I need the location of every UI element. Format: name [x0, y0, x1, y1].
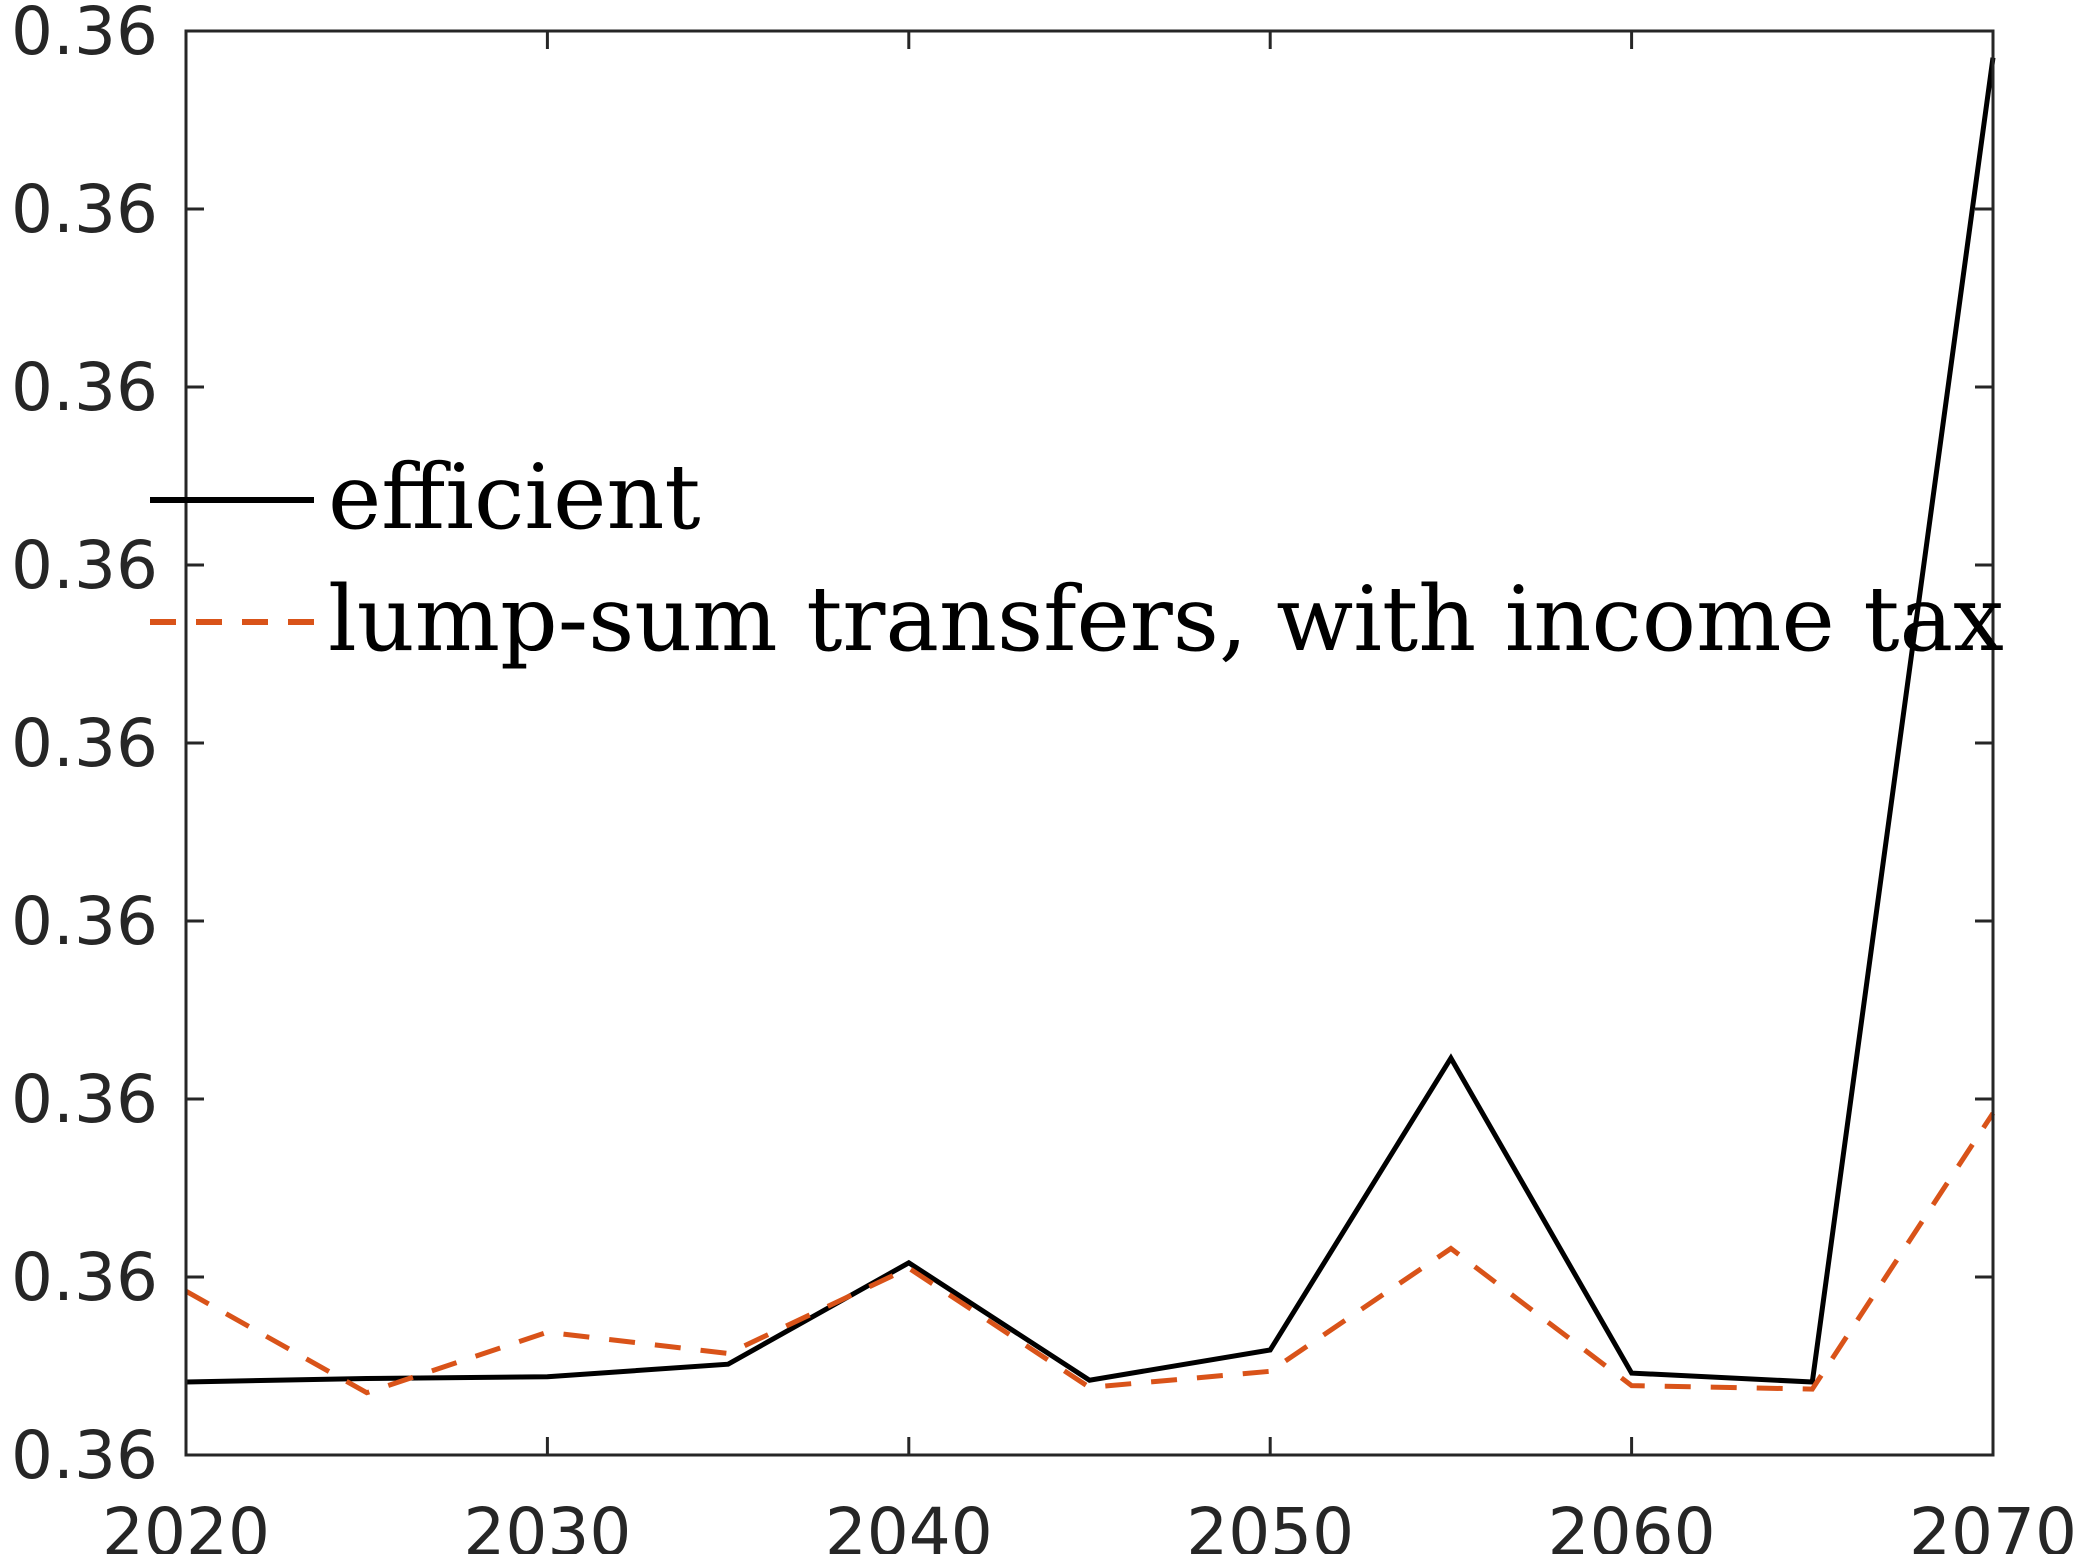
x-tick-label: 2020	[102, 1494, 270, 1554]
legend: efficient lump-sum transfers, with income…	[150, 445, 2004, 672]
x-tick-label: 2070	[1909, 1494, 2077, 1554]
series-line-1	[185, 57, 1996, 1385]
y-tick-label: 0.36	[11, 883, 158, 960]
y-tick-label: 0.36	[11, 1061, 158, 1138]
series-line-2	[184, 1111, 1996, 1396]
legend-label-1: efficient	[328, 445, 701, 550]
x-tick-label: 2050	[1186, 1494, 1354, 1554]
x-tick-label: 2030	[463, 1494, 631, 1554]
y-tick-label: 0.36	[11, 1239, 158, 1316]
series-group	[184, 57, 1996, 1396]
y-tick-label: 0.36	[11, 0, 158, 70]
y-tick-label: 0.36	[11, 1417, 158, 1494]
y-tick-label: 0.36	[11, 171, 158, 248]
axes-box	[184, 29, 1995, 1457]
x-tick-label: 2060	[1548, 1494, 1716, 1554]
y-tick-label: 0.36	[11, 705, 158, 782]
legend-label-2: lump-sum transfers, with income tax	[328, 567, 2004, 672]
plot-background	[186, 31, 1993, 1455]
tick-labels: 2020 2030 2040 2050 2060 2070 0.36 0.36 0.36 0.36…	[11, 0, 2077, 1559]
axes-frame	[184, 29, 1995, 1457]
plot-area	[186, 31, 1993, 1455]
x-tick-label: 2040	[825, 1494, 993, 1554]
y-tick-label: 0.36	[11, 527, 158, 604]
y-tick-label: 0.36	[11, 349, 158, 426]
